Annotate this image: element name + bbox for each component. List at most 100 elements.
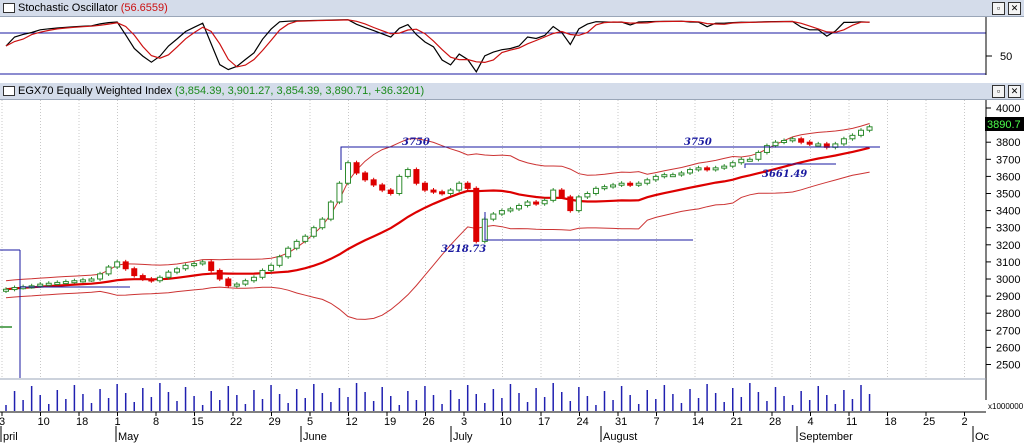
x-tick-label: 22 xyxy=(230,416,242,428)
restore-icon[interactable]: ▫ xyxy=(992,85,1005,98)
candle-body xyxy=(3,288,9,292)
stoch-d-line xyxy=(5,19,870,68)
candle-body xyxy=(105,266,112,275)
candle-body xyxy=(139,275,146,280)
candle-body xyxy=(815,143,822,147)
candle-body xyxy=(550,189,557,201)
month-label: pril xyxy=(3,431,18,443)
candle-body xyxy=(404,169,411,177)
y-tick-label: 2600 xyxy=(996,342,1020,354)
candle-body xyxy=(79,279,86,283)
candle-body xyxy=(37,283,44,287)
x-tick-label: 3 xyxy=(0,416,5,428)
close-icon[interactable]: ✕ xyxy=(1008,2,1021,15)
candle-body xyxy=(781,139,788,143)
candle-body xyxy=(62,281,69,285)
candle-body xyxy=(131,268,138,277)
candle-body xyxy=(430,189,437,193)
y-tick-label: 2700 xyxy=(996,325,1020,337)
annotation-3750-b: 3750 xyxy=(684,137,712,148)
candle-body xyxy=(447,189,454,195)
stoch-value: (56.6559) xyxy=(120,2,168,14)
candle-body xyxy=(54,281,61,285)
month-label: Oc xyxy=(975,431,990,443)
candle-body xyxy=(541,199,548,205)
stoch-plot-bg xyxy=(0,17,986,75)
candle-body xyxy=(319,218,326,229)
x-tick-label: 17 xyxy=(538,416,550,428)
candle-body xyxy=(669,174,676,178)
last-price-label: 3890.7 xyxy=(987,119,1021,131)
support-line xyxy=(484,212,693,241)
candle-body xyxy=(763,145,770,153)
candle-body xyxy=(191,263,198,267)
month-label: September xyxy=(799,431,853,443)
volume-unit-label: x1000000 xyxy=(988,402,1024,411)
x-tick-label: 26 xyxy=(423,416,435,428)
restore-icon[interactable]: ▫ xyxy=(992,2,1005,15)
candle-body xyxy=(524,201,531,206)
resistance-line xyxy=(340,146,880,170)
month-label: June xyxy=(303,431,327,443)
x-tick-label: 15 xyxy=(192,416,204,428)
close-icon[interactable]: ✕ xyxy=(1008,85,1021,98)
candle-body xyxy=(310,227,317,237)
candle-body xyxy=(122,261,129,270)
candle-body xyxy=(652,175,659,181)
y-tick-label: 3200 xyxy=(996,240,1020,252)
annotation-3218: 3218.73 xyxy=(441,244,486,255)
candle-body xyxy=(610,184,617,188)
candle-body xyxy=(618,182,625,186)
price-axis: 2500 2600 2700 2800 2900 3000 3100 3200 3300 3400… xyxy=(986,103,1020,372)
candle-body xyxy=(156,276,163,282)
candle-body xyxy=(507,208,514,212)
candle-body xyxy=(225,278,232,287)
candle-body xyxy=(533,201,540,205)
candle-body xyxy=(516,204,522,210)
candle-body xyxy=(789,138,796,142)
candle-body xyxy=(242,280,249,285)
candle-body xyxy=(379,184,386,191)
volume-bars xyxy=(5,383,871,411)
x-tick-label: 1 xyxy=(115,416,121,428)
x-tick-label: 18 xyxy=(76,416,88,428)
candle-body xyxy=(575,196,582,212)
candle-body xyxy=(866,126,873,131)
x-tick-label: 10 xyxy=(38,416,50,428)
candle-body xyxy=(627,182,634,186)
stoch-k-line xyxy=(5,19,870,73)
annotation-3750-a: 3750 xyxy=(402,137,430,148)
stoch-name: Stochastic Oscillator xyxy=(18,2,118,14)
x-tick-label: 10 xyxy=(500,416,512,428)
candle-body xyxy=(661,174,668,178)
vertical-grid xyxy=(1,100,965,378)
candle-body xyxy=(413,169,420,184)
candle-body xyxy=(71,280,78,284)
candle-body xyxy=(11,287,18,291)
y-tick-label: 3000 xyxy=(996,274,1020,286)
month-label: May xyxy=(118,431,139,443)
candle-body xyxy=(584,193,591,198)
x-tick-label: 3 xyxy=(461,416,467,428)
support-line-2 xyxy=(744,163,836,168)
candle-body xyxy=(635,182,642,186)
x-tick-label: 28 xyxy=(769,416,781,428)
x-tick-label: 21 xyxy=(731,416,743,428)
y-tick-label: 2800 xyxy=(996,308,1020,320)
candle-body xyxy=(276,256,283,266)
x-tick-label: 31 xyxy=(615,416,627,428)
candle-body xyxy=(712,167,719,171)
candle-body xyxy=(687,169,693,174)
candle-body xyxy=(302,235,309,242)
candle-body xyxy=(345,162,351,184)
candle-body xyxy=(327,201,334,220)
candle-body xyxy=(695,167,702,171)
x-tick-label: 12 xyxy=(346,416,358,428)
y-tick-label: 2500 xyxy=(996,360,1020,372)
stochastic-chart: 50 xyxy=(0,17,1012,75)
candle-body xyxy=(421,182,428,191)
candle-body xyxy=(148,278,155,282)
last-price-box xyxy=(985,117,1024,131)
candle-body xyxy=(208,261,215,271)
x-tick-label: 5 xyxy=(307,416,313,428)
